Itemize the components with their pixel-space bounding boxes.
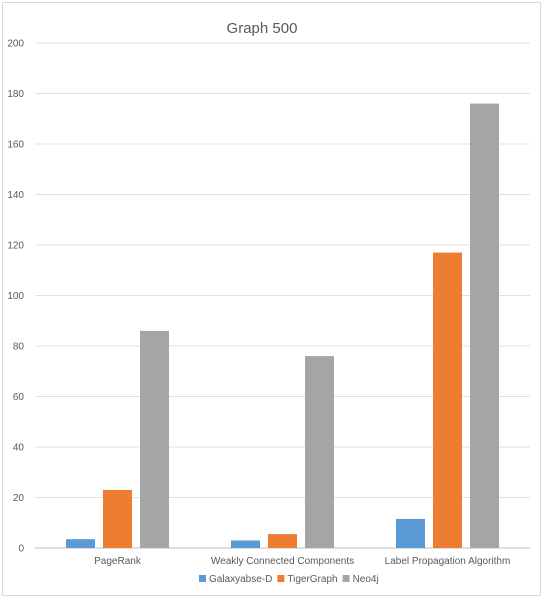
y-tick-label: 0 xyxy=(18,544,24,555)
y-tick-label: 200 xyxy=(7,39,24,50)
y-tick-label: 40 xyxy=(13,443,25,454)
bar-tigergraph-2 xyxy=(433,252,462,548)
bar-galaxyabse-d-2 xyxy=(396,518,425,548)
y-tick-label: 160 xyxy=(7,140,24,151)
y-tick-label: 180 xyxy=(7,89,24,100)
bar-neo4j-2 xyxy=(470,103,499,548)
bar-tigergraph-0 xyxy=(103,489,132,548)
category-label: PageRank xyxy=(94,556,142,567)
x-axis-labels: PageRank Weakly Connected Components Label… xyxy=(94,556,510,567)
y-tick-label: 100 xyxy=(7,291,24,302)
legend-swatch xyxy=(277,575,285,582)
legend: Galaxyabse-D TigerGraph Neo4j xyxy=(199,574,379,585)
bar-neo4j-1 xyxy=(305,356,334,548)
y-axis-ticks: 0 20 40 60 80 100 120 140 160 180 200 xyxy=(7,39,24,555)
category-label: Label Propagation Algorithm xyxy=(385,556,511,567)
bar-neo4j-0 xyxy=(140,330,169,548)
bars xyxy=(66,103,499,548)
y-tick-label: 140 xyxy=(7,190,24,201)
legend-swatch xyxy=(342,575,350,582)
y-tick-label: 120 xyxy=(7,241,24,252)
legend-swatch xyxy=(199,575,206,582)
category-label: Weakly Connected Components xyxy=(211,556,354,567)
y-tick-label: 60 xyxy=(13,392,25,403)
y-tick-label: 20 xyxy=(13,493,25,504)
chart-title: Graph 500 xyxy=(227,20,298,37)
bar-tigergraph-1 xyxy=(268,534,297,548)
bar-galaxyabse-d-0 xyxy=(66,539,95,548)
legend-label: TigerGraph xyxy=(287,574,337,585)
legend-label: Neo4j xyxy=(353,574,379,585)
legend-label: Galaxyabse-D xyxy=(209,574,272,585)
bar-galaxyabse-d-1 xyxy=(231,540,260,548)
y-tick-label: 80 xyxy=(13,342,25,353)
